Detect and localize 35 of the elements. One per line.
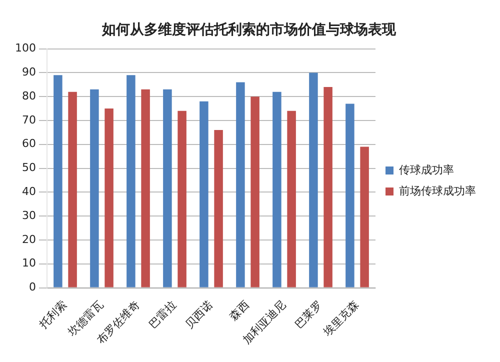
bar: [346, 104, 354, 288]
bar: [178, 110, 186, 288]
bar: [90, 89, 99, 288]
bar: [200, 101, 208, 288]
bar: [141, 89, 150, 288]
y-tick-label: 80: [22, 89, 36, 102]
bar: [163, 89, 172, 288]
x-tick-label: 贝西诺: [182, 298, 216, 331]
bar: [126, 75, 136, 288]
bar: [272, 92, 282, 288]
y-tick-label: 20: [22, 232, 36, 246]
chart-title: 如何从多维度评估托利索的市场价值与球场表现: [101, 21, 397, 38]
bar: [287, 110, 296, 288]
y-tick-label: 50: [22, 161, 36, 174]
y-tick-label: 30: [22, 208, 36, 222]
y-tick-label: 0: [28, 280, 36, 294]
bar: [104, 108, 114, 288]
bar: [214, 130, 223, 288]
legend-label: 前场传球成功率: [399, 184, 476, 198]
x-tick-label: 森西: [227, 298, 252, 324]
bar: [54, 75, 62, 288]
bar: [236, 82, 245, 288]
legend-label: 传球成功率: [399, 163, 454, 176]
y-tick-label: 40: [22, 185, 36, 198]
bar: [324, 87, 332, 288]
bar: [250, 96, 260, 288]
bar: [68, 92, 77, 288]
y-tick-label: 10: [22, 256, 36, 270]
x-tick-label: 巴雷拉: [146, 298, 179, 331]
bar: [309, 72, 318, 288]
y-tick-label: 100: [14, 42, 36, 55]
y-tick-label: 60: [22, 137, 36, 150]
y-tick-label: 70: [22, 113, 36, 126]
y-tick-label: 90: [22, 66, 36, 79]
bar: [360, 146, 369, 288]
